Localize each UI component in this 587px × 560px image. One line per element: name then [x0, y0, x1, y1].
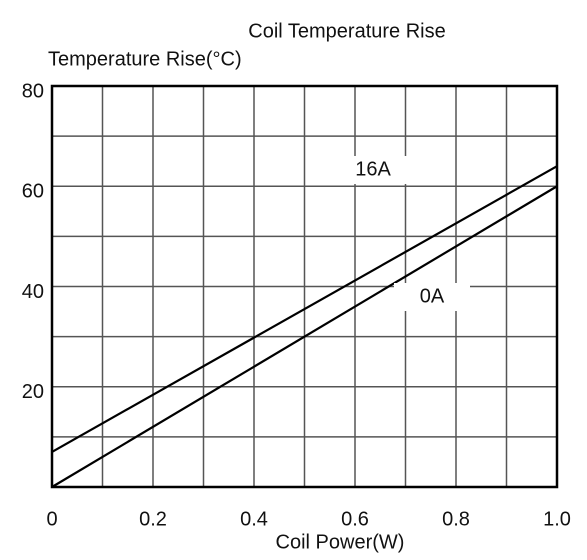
y-tick-label: 20 [22, 381, 44, 403]
x-tick-label: 0.6 [341, 508, 369, 530]
y-tick-label: 80 [22, 80, 44, 102]
x-tick-label: 0.8 [442, 508, 470, 530]
x-tick-label: 0 [46, 508, 57, 530]
chart-title: Coil Temperature Rise [248, 20, 446, 42]
series-label: 0A [420, 285, 445, 307]
series-label: 16A [355, 158, 391, 180]
plot-frame [50, 84, 559, 489]
annotations: 16A 0A [332, 156, 470, 311]
series-line [51, 165, 558, 453]
series-line [51, 185, 558, 488]
x-tick-label: 1.0 [543, 508, 571, 530]
lines [51, 165, 558, 488]
y-tick-label: 40 [22, 281, 44, 303]
label-background [332, 156, 414, 184]
y-axis-label: Temperature Rise(°C) [48, 48, 242, 70]
x-tick-label: 0.4 [240, 508, 268, 530]
x-tick-label: 0.2 [139, 508, 167, 530]
x-axis-label: Coil Power(W) [276, 531, 405, 553]
label-background [394, 283, 470, 311]
y-tick-label: 60 [22, 181, 44, 203]
grid: 0 0.2 0.4 0.6 0.8 1.0 20 40 60 80 [22, 80, 571, 530]
